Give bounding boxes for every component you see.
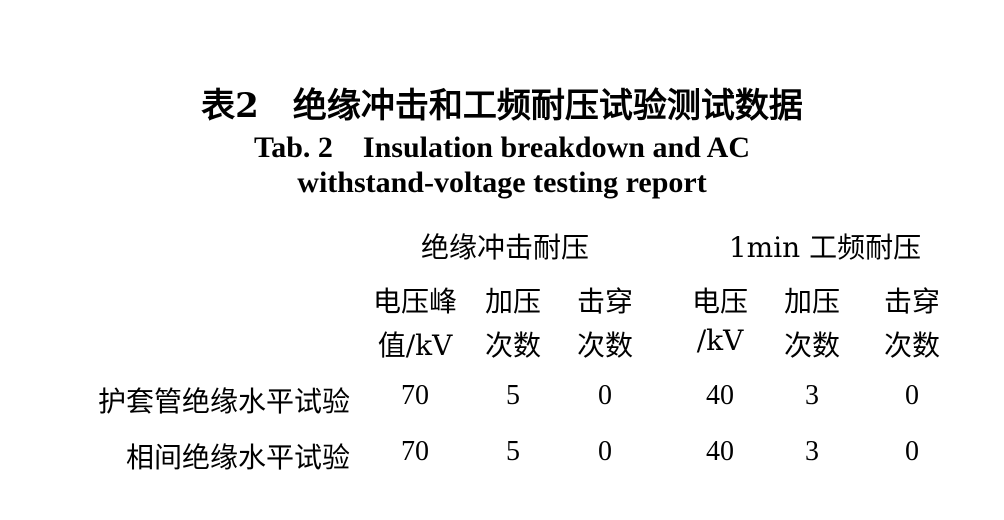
table-cell: 0: [905, 380, 919, 411]
table-cell: 0: [905, 436, 919, 467]
table-title-en-line1: Tab. 2 Insulation breakdown and AC: [253, 131, 751, 164]
table-cell: 40: [706, 436, 734, 467]
table-cell: 70: [401, 380, 429, 411]
column-header-unit: 值/kV: [377, 329, 453, 362]
table-title-en-line2: withstand-voltage testing report: [297, 166, 707, 199]
table-cell: 5: [506, 380, 520, 411]
row-label: 相间绝缘水平试验: [125, 441, 350, 474]
column-header: 击穿: [883, 285, 940, 318]
table-title-cn: 表2 绝缘冲击和工频耐压试验测试数据: [201, 86, 803, 126]
table-cell: 3: [805, 380, 819, 411]
column-header-unit: 次数: [484, 329, 541, 362]
column-header-unit: 次数: [576, 329, 633, 362]
group-header-ac: 1min 工频耐压: [728, 231, 922, 264]
column-header: 加压: [484, 285, 541, 318]
column-header-unit: /kV: [696, 324, 744, 357]
table-cell: 0: [598, 380, 612, 411]
column-header-unit: 次数: [883, 329, 940, 362]
table-cell: 3: [805, 436, 819, 467]
column-header: 击穿: [576, 285, 633, 318]
table-cell: 0: [598, 436, 612, 467]
column-header: 电压: [691, 285, 748, 318]
column-header-unit: 次数: [783, 329, 840, 362]
group-header-impulse: 绝缘冲击耐压: [420, 231, 589, 264]
column-header: 电压峰: [372, 285, 457, 318]
row-label: 护套管绝缘水平试验: [97, 385, 350, 418]
table-cell: 5: [506, 436, 520, 467]
column-header: 加压: [783, 285, 840, 318]
table-cell: 70: [401, 436, 429, 467]
table-cell: 40: [706, 380, 734, 411]
